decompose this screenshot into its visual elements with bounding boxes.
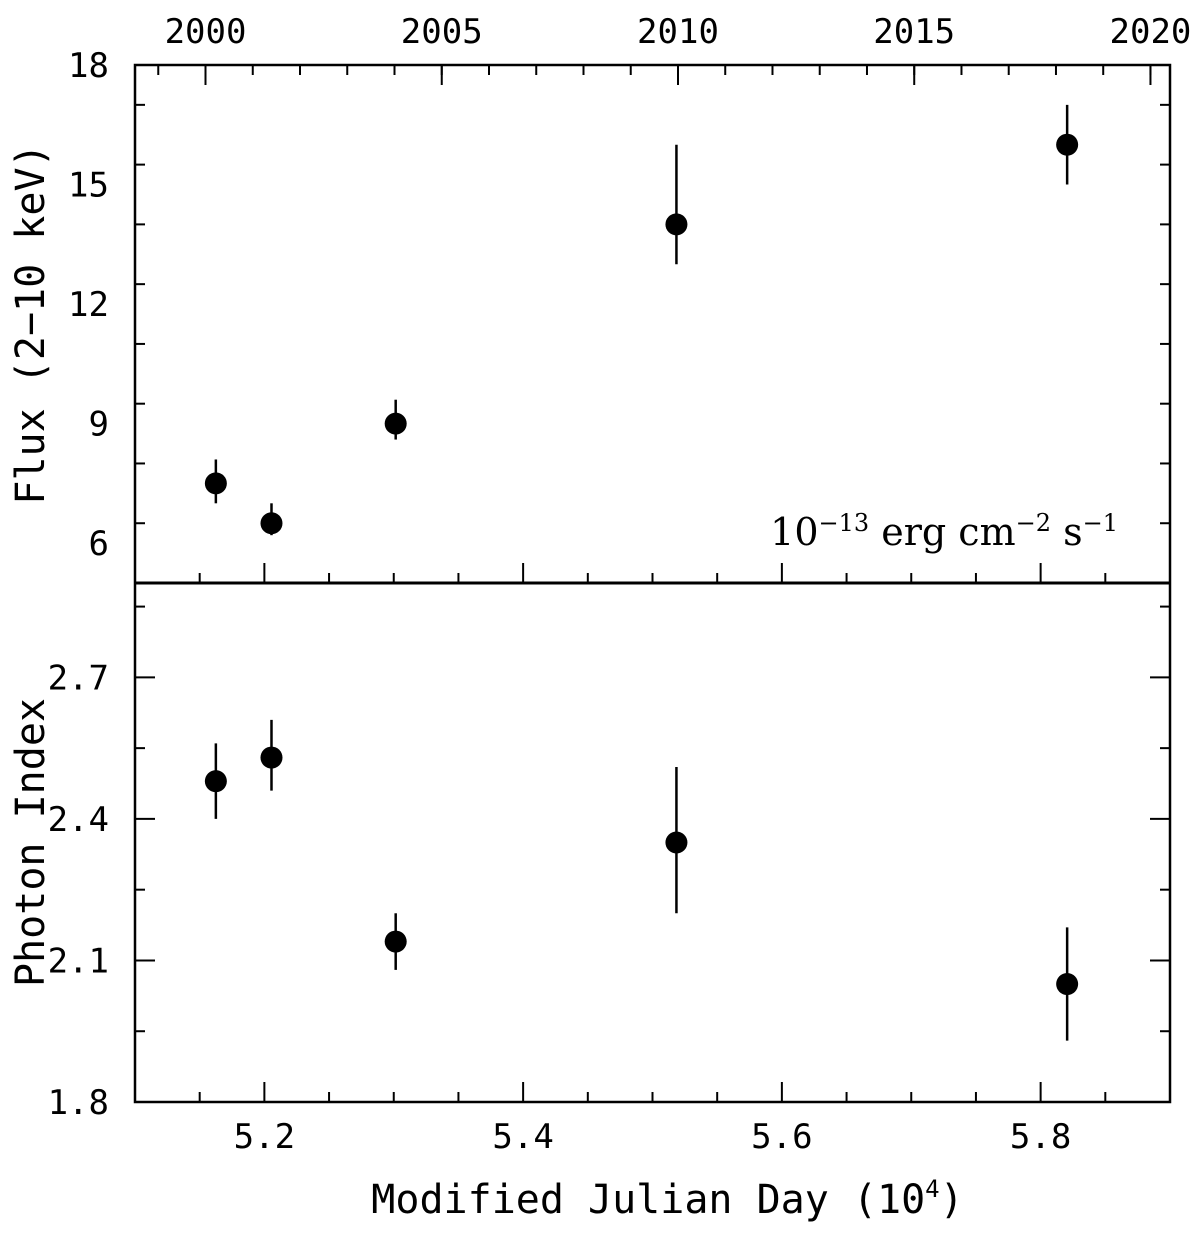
y-tick-label-index: 2.7: [48, 658, 109, 698]
annotation-base: 10: [770, 510, 818, 554]
x-axis-title: Modified Julian Day (104): [371, 1175, 963, 1223]
y-axis-title-flux: Flux (2−10 keV): [8, 143, 54, 504]
y-tick-label-flux: 9: [89, 405, 109, 445]
x-axis-title-label_sup: 4: [925, 1175, 939, 1203]
x-tick-label: 5.2: [234, 1117, 295, 1157]
x-axis-title-label_close: ): [940, 1177, 964, 1223]
data-point-index: [1056, 973, 1079, 996]
data-point-index: [204, 770, 227, 793]
y-tick-label-index: 1.8: [48, 1083, 109, 1123]
data-point-index: [384, 930, 407, 953]
annotation-exp1: −13: [819, 509, 870, 537]
y-tick-label-flux: 18: [68, 46, 109, 86]
top-tick-label: 2020: [1110, 12, 1192, 52]
top-tick-label: 2015: [873, 12, 955, 52]
y-axis-title-index: Photon Index: [8, 698, 54, 987]
x-axis-title-label: Modified Julian Day (10: [371, 1177, 925, 1223]
x-tick-label: 5.4: [492, 1117, 553, 1157]
annotation-mid1: erg cm: [869, 510, 1015, 554]
y-tick-label-flux: 6: [89, 524, 109, 564]
annotation-exp3: −1: [1083, 509, 1118, 537]
y-tick-label-flux: 12: [68, 285, 109, 325]
flux-unit-annotation: 10−13 erg cm−2 s−1: [770, 509, 1118, 554]
top-tick-label: 2000: [165, 12, 247, 52]
top-tick-label: 2005: [401, 12, 483, 52]
x-tick-label: 5.6: [751, 1117, 812, 1157]
data-point-flux: [384, 412, 407, 435]
y-tick-label-index: 2.1: [48, 941, 109, 981]
data-point-flux: [1056, 133, 1079, 156]
data-point-index: [260, 746, 283, 769]
top-tick-label: 2010: [637, 12, 719, 52]
y-tick-label-flux: 15: [68, 166, 109, 206]
x-tick-label: 5.8: [1010, 1117, 1071, 1157]
y-tick-label-index: 2.4: [48, 800, 109, 840]
data-point-flux: [665, 213, 688, 236]
data-point-flux: [260, 512, 283, 535]
data-point-flux: [204, 472, 227, 495]
annotation-mid2: s: [1051, 510, 1083, 554]
annotation-exp2: −2: [1016, 509, 1051, 537]
data-point-index: [665, 831, 688, 854]
